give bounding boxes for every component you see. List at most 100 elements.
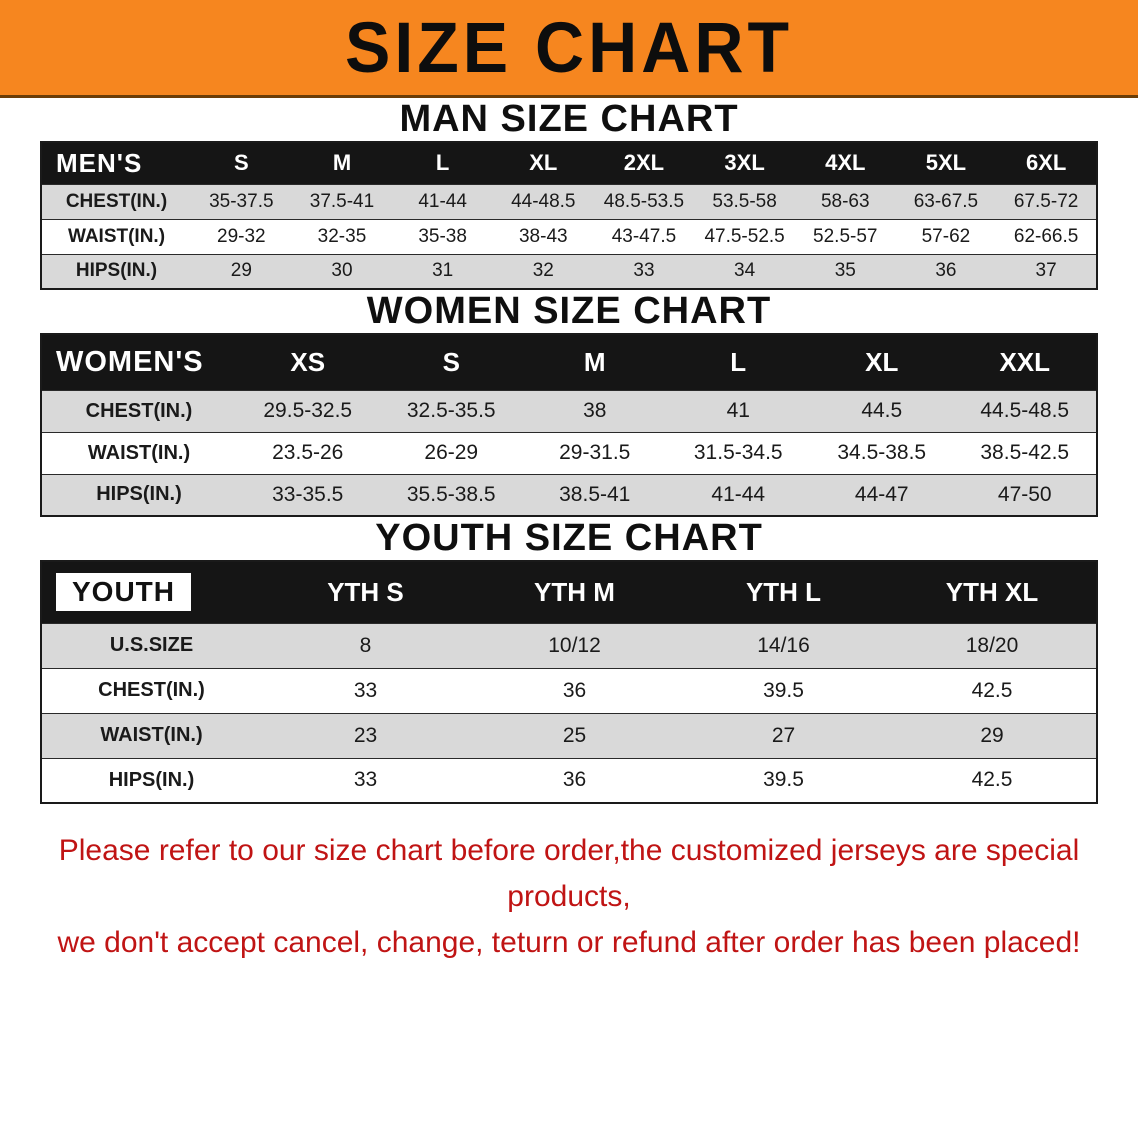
size-column-header: YTH XL — [888, 561, 1097, 623]
header-text: XL — [529, 150, 558, 176]
size-value: 18/20 — [888, 622, 1097, 668]
table-header-row: MEN'S S M L XL 2XL 3XL 4XL 5XL 6XL — [41, 142, 1097, 184]
size-value: 32 — [492, 253, 594, 289]
row-label: CHEST(IN.) — [41, 667, 261, 713]
table-row: CHEST(IN.) 35-37.5 37.5-41 41-44 44-48.5 48.5… — [41, 183, 1097, 219]
size-value: 34 — [694, 253, 795, 289]
size-value: 38.5-41 — [523, 473, 667, 516]
size-column-header: 6XL — [996, 142, 1097, 184]
header-text: 5XL — [925, 150, 967, 176]
table-header-row: WOMEN'S XS S M L XL XXL — [41, 334, 1097, 390]
size-value: 31.5-34.5 — [666, 431, 810, 474]
size-column-header: YTH M — [470, 561, 679, 623]
size-value: 41-44 — [392, 183, 493, 219]
row-label: WAIST(IN.) — [41, 431, 236, 474]
size-value: 8 — [261, 622, 470, 668]
women-size-table: WOMEN'S XS S M L XL XXL CHEST(IN.) 29.5-32.5 32.5… — [40, 333, 1098, 517]
size-value: 48.5-53.5 — [593, 183, 695, 219]
size-value: 52.5-57 — [794, 218, 896, 254]
size-value: 38 — [523, 389, 667, 432]
size-value: 29 — [888, 712, 1097, 758]
size-value: 36 — [470, 757, 679, 803]
header-text: YTH S — [327, 576, 404, 607]
size-value: 47-50 — [953, 473, 1097, 516]
size-value: 29 — [191, 253, 292, 289]
header-text: M — [583, 346, 606, 377]
size-value: 26-29 — [379, 431, 523, 474]
size-value: 35.5-38.5 — [379, 473, 523, 516]
header-text: XL — [865, 346, 899, 377]
size-value: 30 — [291, 253, 393, 289]
table-row: WAIST(IN.) 23 25 27 29 — [41, 712, 1097, 758]
table-label-header: WOMEN'S — [41, 334, 236, 390]
table-label-header: MEN'S — [41, 142, 191, 184]
header-text: YOUTH — [56, 573, 191, 612]
size-value: 44.5-48.5 — [953, 389, 1097, 432]
size-column-header: 5XL — [895, 142, 997, 184]
row-label: HIPS(IN.) — [41, 253, 191, 289]
row-label: WAIST(IN.) — [41, 712, 261, 758]
size-column-header: M — [523, 334, 667, 390]
table-row: WAIST(IN.) 23.5-26 26-29 29-31.5 31.5-34.5 34… — [41, 431, 1097, 474]
footer-notice: Please refer to our size chart before or… — [0, 828, 1138, 966]
table-row: WAIST(IN.) 29-32 32-35 35-38 38-43 43-47.5 47.… — [41, 218, 1097, 254]
size-value: 35 — [794, 253, 896, 289]
size-column-header: XXL — [953, 334, 1097, 390]
size-value: 44.5 — [810, 389, 954, 432]
size-value: 53.5-58 — [694, 183, 795, 219]
size-value: 42.5 — [888, 757, 1097, 803]
size-value: 35-37.5 — [191, 183, 292, 219]
size-value: 27 — [679, 712, 888, 758]
size-value: 58-63 — [794, 183, 896, 219]
header-text: MEN'S — [56, 147, 143, 178]
header-text: 3XL — [724, 150, 765, 176]
youth-section-heading: YOUTH SIZE CHART — [375, 517, 763, 559]
size-value: 63-67.5 — [895, 183, 997, 219]
notice-line-2: we don't accept cancel, change, teturn o… — [57, 926, 1081, 959]
header-text: 4XL — [825, 150, 866, 176]
header-text: YTH M — [534, 576, 615, 607]
size-value: 33-35.5 — [236, 473, 380, 516]
table-header-row: YOUTH YTH S YTH M YTH L YTH XL — [41, 561, 1097, 623]
size-value: 10/12 — [470, 622, 679, 668]
size-value: 32-35 — [291, 218, 393, 254]
header-text: 2XL — [623, 150, 665, 176]
row-label: HIPS(IN.) — [41, 757, 261, 803]
size-value: 34.5-38.5 — [810, 431, 954, 474]
size-value: 36 — [470, 667, 679, 713]
size-value: 41-44 — [666, 473, 810, 516]
size-value: 29-31.5 — [523, 431, 667, 474]
size-value: 32.5-35.5 — [379, 389, 523, 432]
size-value: 38.5-42.5 — [953, 431, 1097, 474]
size-value: 42.5 — [888, 667, 1097, 713]
size-value: 47.5-52.5 — [694, 218, 795, 254]
header-text: S — [442, 346, 460, 377]
header-text: L — [435, 150, 450, 176]
row-label: U.S.SIZE — [41, 622, 261, 668]
men-size-table: MEN'S S M L XL 2XL 3XL 4XL 5XL 6XL CHEST(IN.) 35-37… — [40, 141, 1098, 290]
size-value: 62-66.5 — [996, 218, 1097, 254]
size-column-header: M — [291, 142, 393, 184]
size-value: 44-48.5 — [492, 183, 594, 219]
youth-size-table: YOUTH YTH S YTH M YTH L YTH XL U.S.SIZE 8 10/12… — [40, 560, 1098, 804]
row-label: HIPS(IN.) — [41, 473, 236, 516]
size-value: 43-47.5 — [593, 218, 695, 254]
size-value: 14/16 — [679, 622, 888, 668]
header-text: L — [730, 346, 747, 377]
header-text: YTH L — [745, 576, 822, 607]
men-section-heading: MAN SIZE CHART — [399, 98, 739, 140]
table-label-header: YOUTH — [41, 561, 261, 623]
notice-line-1: Please refer to our size chart before or… — [58, 834, 1080, 913]
size-value: 31 — [392, 253, 493, 289]
page-title: SIZE CHART — [345, 7, 793, 88]
table-row: HIPS(IN.) 29 30 31 32 33 34 35 36 37 — [41, 253, 1097, 289]
size-value: 37 — [996, 253, 1097, 289]
row-label: CHEST(IN.) — [41, 183, 191, 219]
size-value: 23.5-26 — [236, 431, 380, 474]
size-column-header: S — [379, 334, 523, 390]
size-value: 37.5-41 — [291, 183, 393, 219]
size-column-header: S — [191, 142, 292, 184]
size-value: 25 — [470, 712, 679, 758]
size-value: 33 — [261, 757, 470, 803]
size-value: 41 — [666, 389, 810, 432]
